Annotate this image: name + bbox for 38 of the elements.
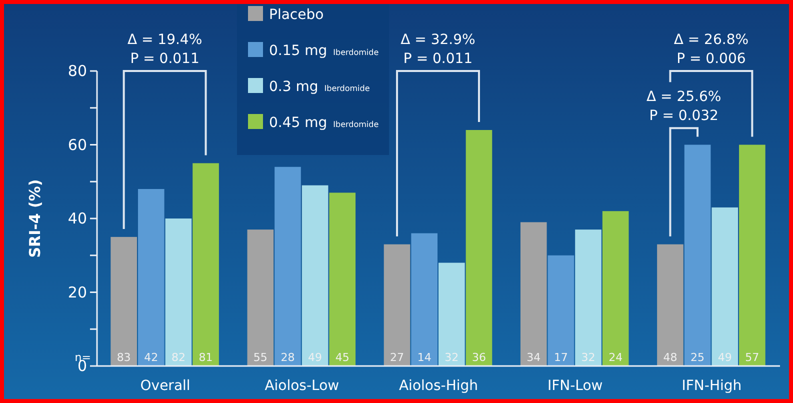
annotation: 42	[144, 351, 158, 364]
annotation: Δ = 25.6% P = 0.032	[646, 89, 722, 124]
annotation: 27	[390, 351, 404, 364]
legend-label: Placebo	[269, 7, 324, 23]
x-tick-label: IFN-Low	[547, 378, 603, 394]
legend-label: 0.3 mg Iberdomide	[269, 79, 370, 95]
annotation: 24	[608, 351, 623, 364]
y-tick-label: 40	[68, 210, 87, 228]
y-tick-label: 80	[68, 62, 87, 80]
annotation: 82	[171, 351, 186, 364]
annotation: 32	[444, 351, 459, 364]
x-tick-label: Overall	[140, 378, 190, 394]
annotation: 49	[308, 351, 322, 364]
text: Δ = 32.9% P = 0.011	[400, 32, 476, 67]
y-axis-title: SRI-4 (%)	[26, 179, 44, 258]
annotation: 49	[718, 351, 732, 364]
annotation: 17	[554, 351, 568, 364]
annotation: 45	[335, 351, 350, 364]
y-tick-label: 20	[68, 283, 87, 302]
annotation: 14	[417, 351, 432, 364]
annotation: 48	[663, 351, 678, 364]
x-tick-label: Aiolos-Low	[264, 378, 340, 394]
annotation: 28	[280, 351, 295, 364]
legend-label: 0.15 mg Iberdomide	[269, 43, 379, 59]
x-tick-label: IFN-High	[682, 378, 742, 394]
y-tick-label: 60	[68, 136, 87, 154]
annotation: 34	[526, 351, 541, 364]
annotation: 83	[116, 351, 131, 364]
annotation: 36	[472, 351, 486, 364]
annotation: 32	[581, 351, 596, 364]
text: Δ = 19.4% P = 0.011	[127, 32, 202, 67]
x-tick-label: Aiolos-High	[398, 378, 478, 394]
legend-label: 0.45 mg Iberdomide	[269, 115, 379, 131]
text: Δ = 26.8% P = 0.006	[674, 32, 749, 67]
annotation: 81	[198, 351, 213, 364]
annotation: 25	[690, 351, 705, 364]
annotation: 57	[745, 351, 760, 364]
annotation: 55	[253, 351, 268, 364]
